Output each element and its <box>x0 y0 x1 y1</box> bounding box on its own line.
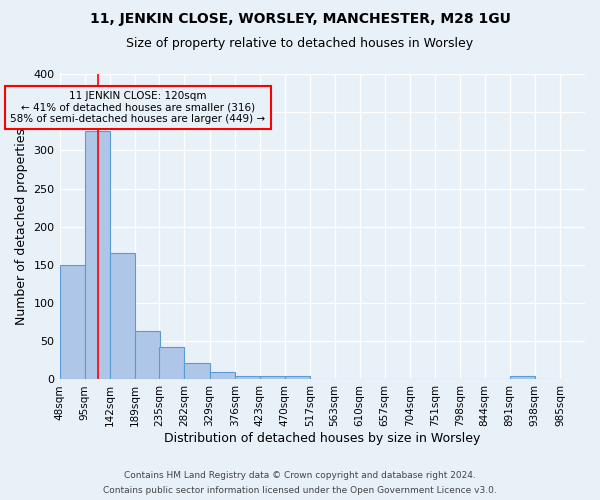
Bar <box>209 372 235 380</box>
Bar <box>510 376 535 380</box>
Bar <box>110 254 135 380</box>
Bar <box>184 364 209 380</box>
Bar <box>235 376 260 380</box>
Bar <box>59 265 85 380</box>
Bar <box>260 376 285 380</box>
Text: 11, JENKIN CLOSE, WORSLEY, MANCHESTER, M28 1GU: 11, JENKIN CLOSE, WORSLEY, MANCHESTER, M… <box>89 12 511 26</box>
Bar <box>135 332 160 380</box>
Text: Contains HM Land Registry data © Crown copyright and database right 2024.: Contains HM Land Registry data © Crown c… <box>124 471 476 480</box>
Text: 11 JENKIN CLOSE: 120sqm
← 41% of detached houses are smaller (316)
58% of semi-d: 11 JENKIN CLOSE: 120sqm ← 41% of detache… <box>10 91 266 124</box>
Text: Size of property relative to detached houses in Worsley: Size of property relative to detached ho… <box>127 38 473 51</box>
Bar <box>285 376 310 380</box>
X-axis label: Distribution of detached houses by size in Worsley: Distribution of detached houses by size … <box>164 432 481 445</box>
Text: Contains public sector information licensed under the Open Government Licence v3: Contains public sector information licen… <box>103 486 497 495</box>
Bar <box>85 132 110 380</box>
Y-axis label: Number of detached properties: Number of detached properties <box>15 128 28 325</box>
Bar <box>160 348 184 380</box>
